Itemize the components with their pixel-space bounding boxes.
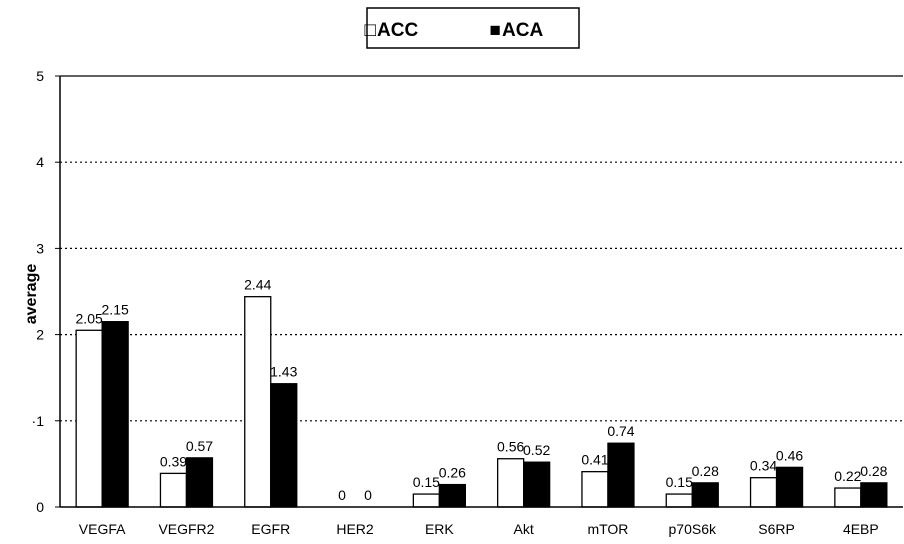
y-axis-title: average [23,264,40,325]
data-label-aca-erk: 0.26 [439,465,466,481]
x-tick-label: HER2 [336,521,374,537]
data-label-aca-her2: 0 [364,487,372,503]
data-label-acc-vegfr2: 0.39 [160,453,187,469]
bar-aca-egfr [270,383,298,508]
x-tick-label: ERK [425,521,454,537]
bar-acc-p70s6k [665,493,693,508]
x-tick-label: VEGFR2 [158,521,214,537]
y-tick-label: 4 [36,154,44,170]
bar-acc-egfr [244,296,272,508]
legend-aca-label: ACA [502,20,543,41]
data-label-aca-mtor: 0.74 [607,423,634,439]
bar-aca-mtor [607,442,635,508]
y-tick-label: 3 [36,240,44,256]
data-label-aca-p70s6k: 0.28 [692,463,719,479]
data-label-aca-vegfa: 2.15 [102,302,129,318]
x-tick-label: p70S6k [669,521,717,537]
x-tick-label: 4EBP [843,521,879,537]
data-label-aca-vegfr2: 0.57 [186,438,213,454]
legend-box [366,7,580,49]
x-tick-label: VEGFA [79,521,126,537]
bar-aca-4ebp [860,482,888,508]
data-label-acc-4ebp: 0.22 [834,468,861,484]
data-label-acc-mtor: 0.41 [581,452,608,468]
bar-aca-s6rp [775,466,804,508]
bar-aca-p70s6k [691,482,719,508]
bars [75,296,888,508]
data-label-acc-erk: 0.15 [413,474,440,490]
legend-acc-label: ACC [377,20,418,41]
data-label-aca-akt: 0.52 [523,442,550,458]
legend-symbol-acc: □ [365,20,377,41]
y-tick-label: ·1 [32,413,45,429]
data-label-aca-4ebp: 0.28 [860,463,887,479]
x-tick-label: S6RP [758,521,795,537]
bar-aca-akt [523,461,551,508]
y-tick-label: 5 [36,68,44,84]
data-label-acc-egfr: 2.44 [244,277,271,293]
bar-acc-4ebp [834,487,862,508]
bar-acc-mtor [581,471,609,508]
bar-acc-akt [496,458,525,508]
y-tick-label: 2 [36,327,44,343]
y-tick-label: 0 [36,499,44,515]
legend-symbol-aca: ■ [490,20,501,41]
grid-lines [60,75,903,422]
data-label-acc-her2: 0 [338,487,346,503]
x-tick-label: mTOR [587,521,628,537]
bar-aca-vegfa [101,321,129,508]
data-label-acc-vegfa: 2.05 [76,310,103,326]
bar-aca-vegfr2 [185,457,214,508]
legend: ACC ACA □ ■ [365,7,580,49]
data-label-aca-egfr: 1.43 [270,364,297,380]
data-label-acc-s6rp: 0.34 [750,458,777,474]
bar-acc-vegfr2 [159,472,188,508]
bar-acc-s6rp [749,477,778,508]
x-axis-ticks: VEGFA VEGFR2 EGFR HER2 ERK Akt mTOR p70S6k S6RP 4… [79,521,879,537]
data-label-aca-s6rp: 0.46 [776,447,803,463]
axes [59,76,903,508]
data-label-acc-akt: 0.56 [497,439,524,455]
bar-acc-vegfa [75,329,103,508]
bar-acc-erk [412,493,441,508]
y-axis-ticks: 0 ·1 2 3 4 5 [32,68,60,515]
x-tick-label: EGFR [251,521,290,537]
data-labels: 2.052.150.390.572.441.430 00.150.260.560.… [76,277,888,503]
x-tick-label: Akt [514,521,534,537]
bar-aca-erk [438,483,467,508]
data-label-acc-p70s6k: 0.15 [666,474,693,490]
